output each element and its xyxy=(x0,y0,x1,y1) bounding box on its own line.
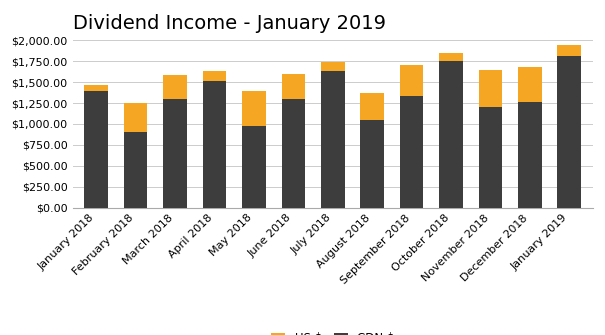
Bar xyxy=(281,99,305,208)
Bar xyxy=(242,91,266,126)
Bar xyxy=(85,85,108,91)
Bar xyxy=(124,104,148,132)
Bar xyxy=(557,45,581,56)
Bar xyxy=(479,70,502,107)
Bar xyxy=(321,62,345,71)
Bar xyxy=(400,65,424,96)
Bar xyxy=(518,102,541,208)
Bar xyxy=(242,126,266,208)
Bar xyxy=(518,67,541,102)
Bar xyxy=(439,61,463,208)
Bar xyxy=(321,71,345,208)
Bar xyxy=(203,81,226,208)
Bar xyxy=(203,71,226,81)
Bar xyxy=(439,53,463,61)
Text: Dividend Income - January 2019: Dividend Income - January 2019 xyxy=(73,14,385,33)
Bar xyxy=(400,96,424,208)
Bar xyxy=(361,120,384,208)
Bar xyxy=(479,107,502,208)
Bar xyxy=(163,99,187,208)
Legend: US $, CDN $: US $, CDN $ xyxy=(266,328,399,335)
Bar xyxy=(163,74,187,99)
Bar xyxy=(124,132,148,208)
Bar xyxy=(281,74,305,99)
Bar xyxy=(85,91,108,208)
Bar xyxy=(557,56,581,208)
Bar xyxy=(361,92,384,120)
